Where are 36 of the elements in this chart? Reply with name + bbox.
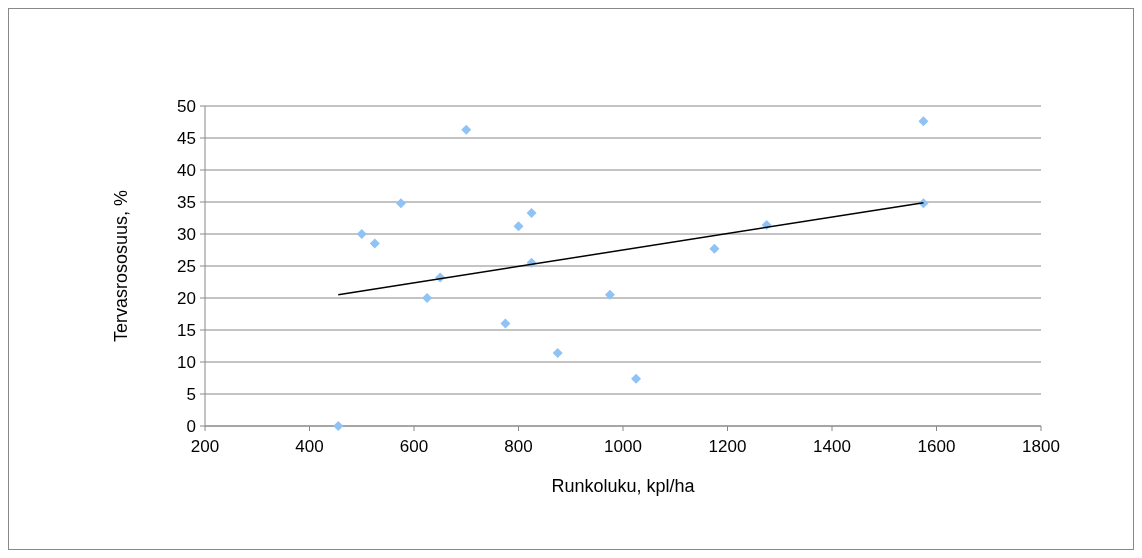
point	[369, 238, 380, 249]
x-tick-label: 200	[190, 437, 220, 456]
x-axis-title: Runkoluku, kpl/ha	[551, 476, 696, 496]
point	[500, 318, 511, 329]
point	[395, 198, 406, 209]
y-tick-label: 5	[186, 384, 196, 404]
point	[604, 289, 615, 300]
y-axis-title: Tervasrososuus, %	[111, 189, 131, 343]
x-tick-label: 1800	[1022, 437, 1060, 456]
point	[631, 373, 642, 384]
y-tick-label: 10	[177, 352, 196, 372]
y-tick-label: 50	[177, 96, 196, 116]
y-tick-label: 45	[177, 128, 196, 148]
y-tick-label: 0	[186, 416, 196, 436]
point	[461, 124, 472, 135]
y-tick-label: 40	[177, 160, 196, 180]
y-tick-label: 20	[177, 288, 196, 308]
point	[709, 243, 720, 254]
point	[918, 116, 929, 127]
point	[526, 207, 537, 218]
y-tick-label: 35	[177, 192, 196, 212]
x-tick-label: 1000	[604, 437, 642, 456]
y-tick-label: 25	[177, 256, 196, 276]
point	[513, 221, 524, 232]
x-tick-label: 1400	[813, 437, 851, 456]
x-tick-label: 600	[399, 437, 429, 456]
point	[356, 229, 367, 239]
y-tick-label: 30	[177, 224, 196, 244]
x-tick-label: 400	[295, 437, 324, 456]
point	[422, 293, 433, 303]
point	[552, 348, 563, 359]
y-tick-label: 15	[177, 320, 196, 340]
x-tick-label: 1600	[917, 437, 956, 456]
point	[333, 421, 344, 431]
x-tick-label: 1200	[708, 437, 747, 456]
x-tick-label: 800	[504, 437, 533, 456]
